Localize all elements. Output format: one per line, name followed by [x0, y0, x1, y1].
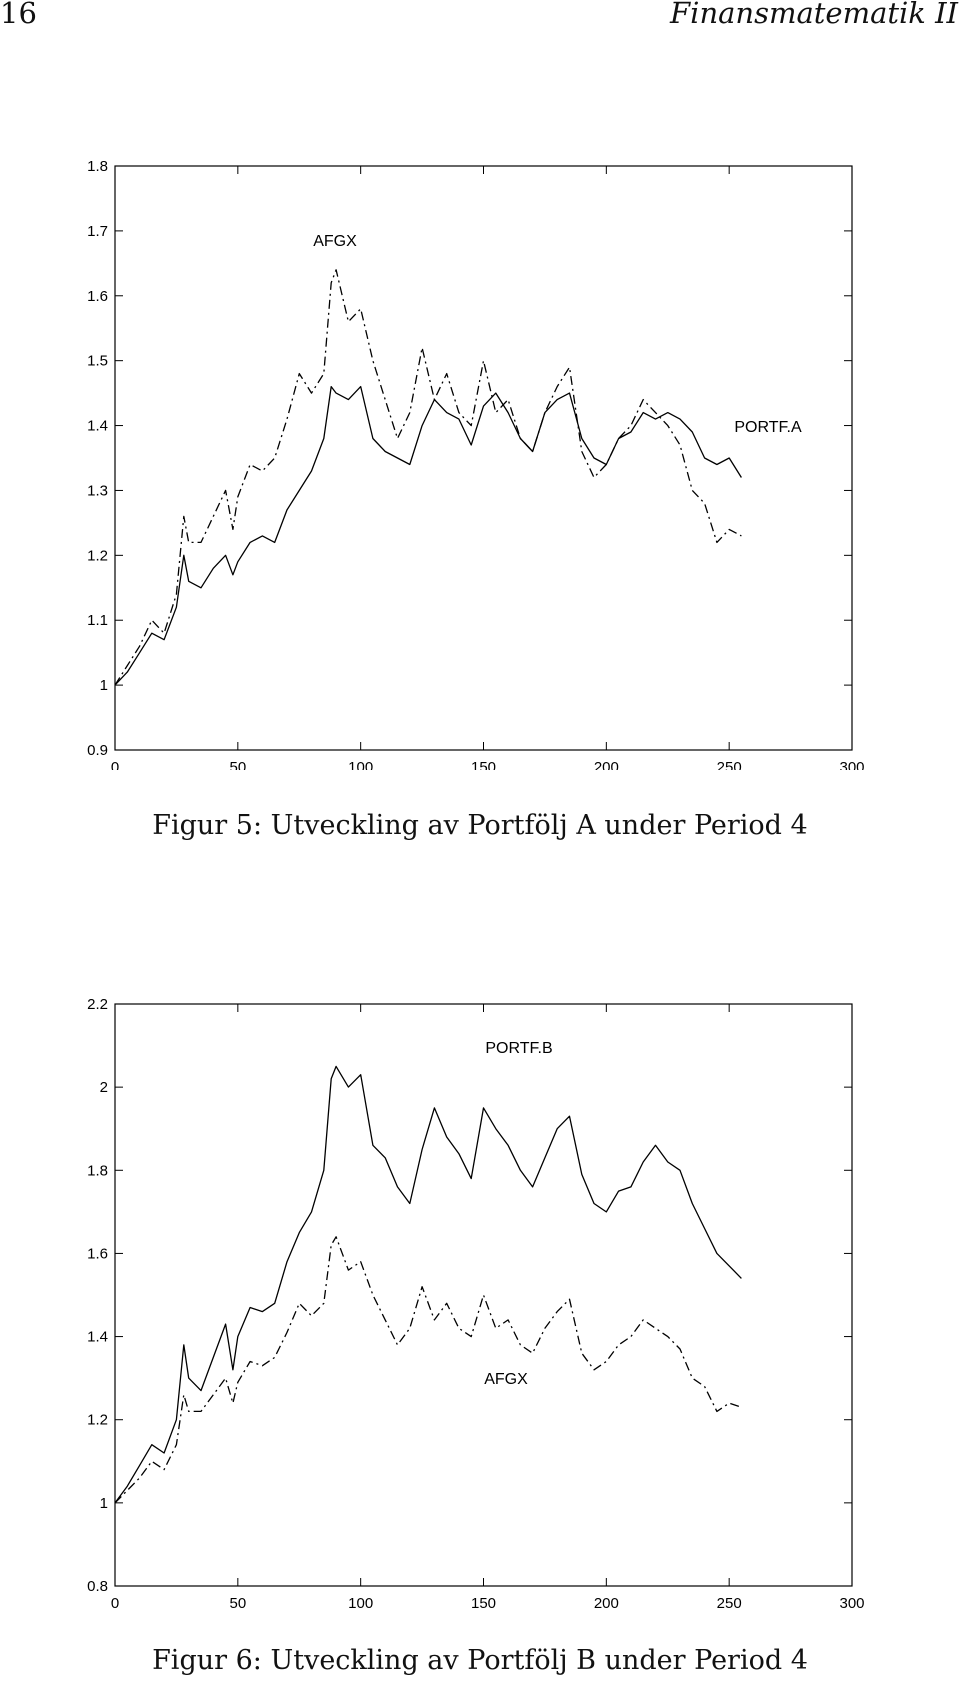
x-tick-label: 200	[594, 759, 619, 770]
x-tick-label: 300	[839, 759, 864, 770]
y-tick-label: 1.8	[87, 1162, 108, 1179]
y-tick-label: 1	[100, 1495, 108, 1512]
y-tick-label: 1.6	[87, 1245, 108, 1262]
y-tick-label: 2	[100, 1079, 108, 1096]
running-title: Finansmatematik II	[670, 0, 958, 30]
chart-portfolio-b: 0 50 100 150 200 250 300 0.8 1 1.2 1.4 1.6 1.8 2 2.2 PO…	[87, 996, 864, 1612]
series-annotation: AFGX	[313, 233, 357, 250]
y-tick-label: 1.6	[87, 288, 108, 305]
y-tick-label: 1.4	[87, 418, 108, 435]
x-tick-label: 50	[229, 1595, 246, 1612]
x-tick-label: 200	[594, 1595, 619, 1612]
y-tick-label: 0.9	[87, 742, 108, 759]
y-tick-label: 1.7	[87, 223, 108, 240]
series-annotation: AFGX	[484, 1371, 528, 1388]
figure-caption: Figur 5: Utveckling av Portfölj A under …	[152, 810, 808, 841]
x-tick-label: 250	[717, 1595, 742, 1612]
x-tick-label: 150	[471, 1595, 496, 1612]
x-tick-label: 0	[111, 1595, 119, 1612]
figure-6: 0 50 100 150 200 250 300 0.8 1 1.2 1.4 1.6 1.8 2 2.2 PO…	[0, 970, 960, 1685]
chart-portfolio-a: 0 50 100 150 200 250 300 0.9 1 1.1 1.2 1.3 1.4 1.5 1.6…	[87, 158, 864, 770]
y-tick-label: 1.1	[87, 612, 108, 629]
series-line-portf-b	[114, 1065, 742, 1504]
plot-frame	[114, 165, 853, 751]
figure-caption: Figur 6: Utveckling av Portfölj B under …	[152, 1645, 808, 1676]
series-annotation: PORTF.B	[485, 1040, 552, 1057]
y-tick-label: 1.5	[87, 353, 108, 370]
y-tick-label: 1	[100, 677, 108, 694]
x-tick-label: 300	[839, 1595, 864, 1612]
series-line-portf-a	[114, 385, 742, 686]
y-tick-label: 1.3	[87, 482, 108, 499]
y-tick-label: 1.4	[87, 1329, 108, 1346]
plot-frame	[114, 1003, 853, 1587]
y-tick-label: 1.8	[87, 158, 108, 175]
y-tick-label: 1.2	[87, 1412, 108, 1429]
series-line-afgx	[114, 1236, 742, 1504]
x-tick-label: 250	[717, 759, 742, 770]
x-tick-label: 100	[348, 1595, 373, 1612]
x-tick-label: 0	[111, 759, 119, 770]
y-tick-label: 2.2	[87, 996, 108, 1013]
page-number: 16	[0, 0, 37, 30]
x-tick-label: 150	[471, 759, 496, 770]
figure-5: 0 50 100 150 200 250 300 0.9 1 1.1 1.2 1.3 1.4 1.5 1.6…	[0, 130, 960, 870]
series-line-afgx	[114, 269, 742, 686]
y-tick-label: 0.8	[87, 1578, 108, 1595]
page-header: 16 Finansmatematik II	[0, 0, 960, 40]
x-tick-label: 100	[348, 759, 373, 770]
series-annotation: PORTF.A	[734, 419, 802, 436]
y-tick-label: 1.2	[87, 547, 108, 564]
x-tick-label: 50	[229, 759, 246, 770]
